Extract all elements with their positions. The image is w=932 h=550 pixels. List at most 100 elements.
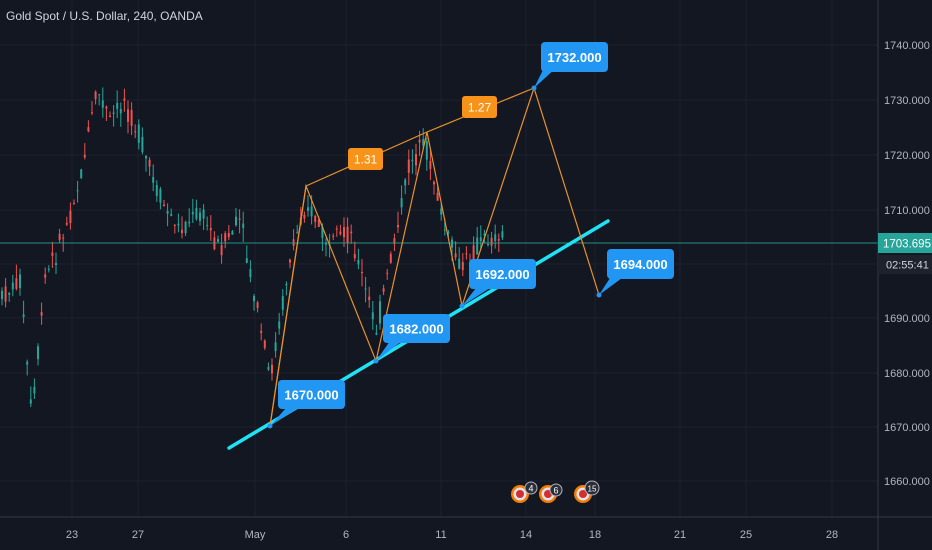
event-badge-2[interactable]: 6 [539,483,563,503]
callout-1670[interactable]: 1670.000 [267,380,346,429]
candle-body [152,177,155,183]
candle-body [127,109,129,122]
candle-body [40,312,43,316]
time-tick: 28 [826,529,838,541]
candle-body [454,253,457,258]
candle-body [83,154,86,158]
event-badge-2-count: 6 [553,486,558,496]
candle-body [382,288,385,292]
time-axis[interactable]: 23 27 May 6 11 14 18 21 25 28 [66,529,838,541]
candle-body [26,361,29,365]
candle-body [8,293,11,295]
callout-1732-text: 1732.000 [547,50,601,65]
candle-body [465,253,468,255]
candle-body [123,98,126,101]
candle-body [375,333,378,335]
candle-body [260,330,263,334]
price-tick: 1670.000 [884,422,930,434]
callout-1692[interactable]: 1692.000 [459,259,537,309]
callout-1694[interactable]: 1694.000 [596,249,675,298]
price-tick: 1730.000 [884,95,930,107]
candle-body [364,288,367,290]
candle-body [163,204,165,207]
candle-body [177,223,180,226]
candle-body [487,243,489,245]
candle-body [227,232,230,238]
candle-body [184,221,187,234]
candle-body [479,237,482,242]
candle-body [116,102,119,109]
time-tick: 11 [435,529,446,541]
candle-body [490,237,493,246]
current-price-badge: 1703.695 02:55:41 [878,233,932,274]
event-badge-1[interactable]: 4 [511,481,538,503]
candle-body [332,235,335,237]
candle-body [368,296,371,301]
candle-body [188,221,191,224]
candle-body [256,302,259,308]
candle-body [105,106,108,109]
candle-body [249,268,252,278]
candle-body [476,237,479,255]
candle-body [371,312,374,320]
candle-body [101,100,104,108]
candle-body [235,216,237,226]
ratio-label-2[interactable]: 1.27 [462,96,497,118]
candle-body [415,154,417,166]
price-tick: 1710.000 [884,205,930,217]
candle-body [199,212,201,221]
candle-body [112,112,115,114]
candle-body [130,110,133,126]
candle-body [361,272,363,274]
candle-body [91,112,93,114]
candle-body [191,211,194,215]
candle-body [155,185,158,196]
candle-body [411,159,414,162]
current-price-label: 1703.695 [883,239,931,251]
candle-body [109,115,111,117]
candle-body [447,232,450,234]
candle-body [357,259,360,265]
ratio-label-1-text: 1.31 [354,153,378,167]
event-badge-3[interactable]: 15 [574,480,600,503]
callout-1692-text: 1692.000 [475,267,529,282]
candle-body [62,237,65,239]
candle-body [47,268,50,270]
candle-body [285,284,288,286]
candle-body [69,210,72,224]
candle-body [22,314,25,318]
event-badge-3-count: 15 [588,485,597,494]
candle-body [231,231,234,235]
price-tick: 1660.000 [884,476,930,488]
candle-body [217,239,219,242]
candle-body [458,258,461,269]
chart-title: Gold Spot / U.S. Dollar, 240, OANDA [6,9,203,23]
candle-body [325,243,327,245]
candle-body [58,233,61,240]
time-tick: 23 [66,529,78,541]
callout-1732[interactable]: 1732.000 [531,42,609,91]
candle-body [166,210,169,214]
candle-body [94,91,97,99]
candle-body [141,136,144,152]
ratio-label-1[interactable]: 1.31 [348,148,383,170]
candle-body [350,231,353,234]
candle-body [418,139,421,143]
candle-body [501,231,504,238]
candle-body [443,229,446,231]
candle-body [65,222,68,225]
price-tick: 1680.000 [884,368,930,380]
candle-body [245,258,248,263]
candle-body [407,159,410,173]
time-tick: 21 [674,529,686,541]
candle-body [224,233,227,242]
candle-body [274,342,277,352]
candle-body [73,203,75,205]
callout-1670-text: 1670.000 [284,388,338,403]
candle-body [98,94,101,96]
callout-1682[interactable]: 1682.000 [373,314,451,364]
candle-body [271,364,273,374]
candle-body [11,282,14,290]
